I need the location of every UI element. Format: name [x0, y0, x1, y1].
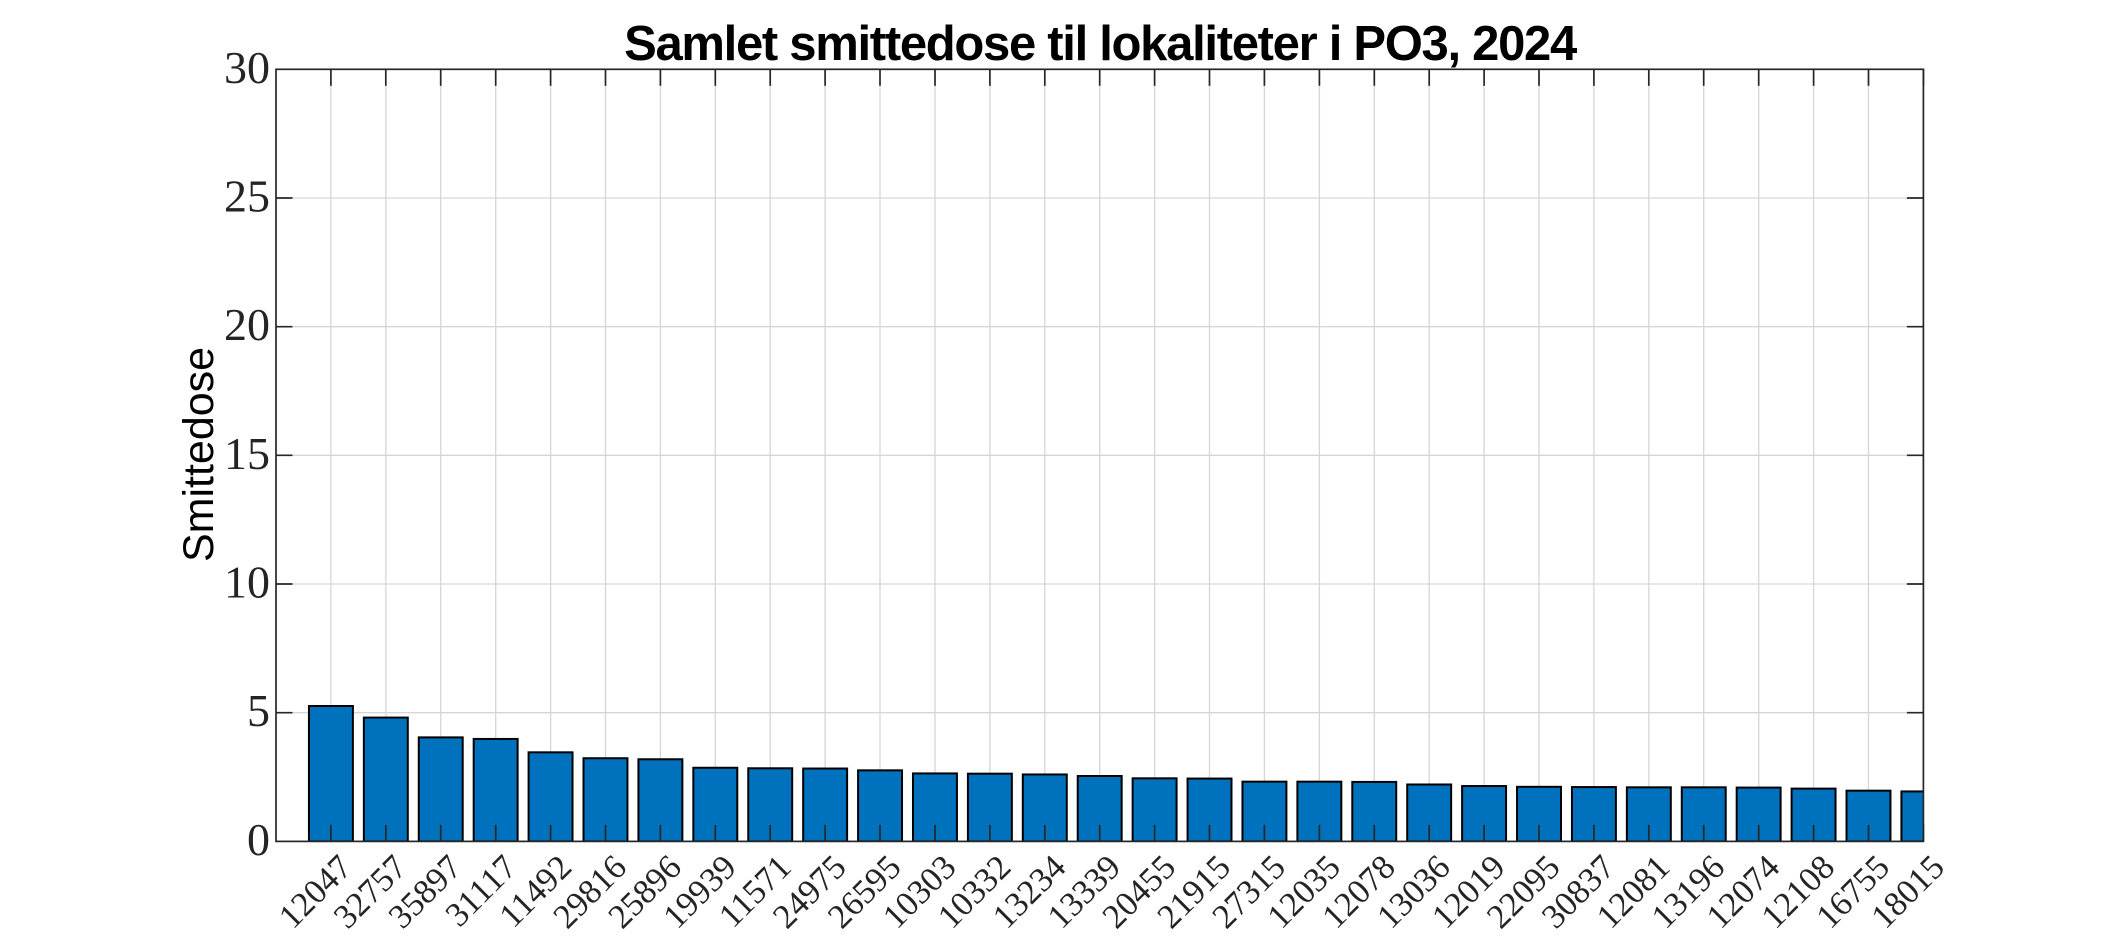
svg-text:30: 30 — [224, 42, 270, 93]
svg-text:0: 0 — [247, 814, 270, 865]
svg-text:5: 5 — [247, 685, 270, 736]
svg-text:10: 10 — [224, 557, 270, 608]
svg-text:15: 15 — [224, 428, 270, 479]
svg-text:Samlet smittedose til lokalite: Samlet smittedose til lokaliteter i PO3,… — [624, 17, 1577, 71]
svg-text:Smittedose: Smittedose — [175, 347, 223, 562]
svg-text:20: 20 — [224, 299, 270, 350]
svg-text:25: 25 — [224, 171, 270, 222]
